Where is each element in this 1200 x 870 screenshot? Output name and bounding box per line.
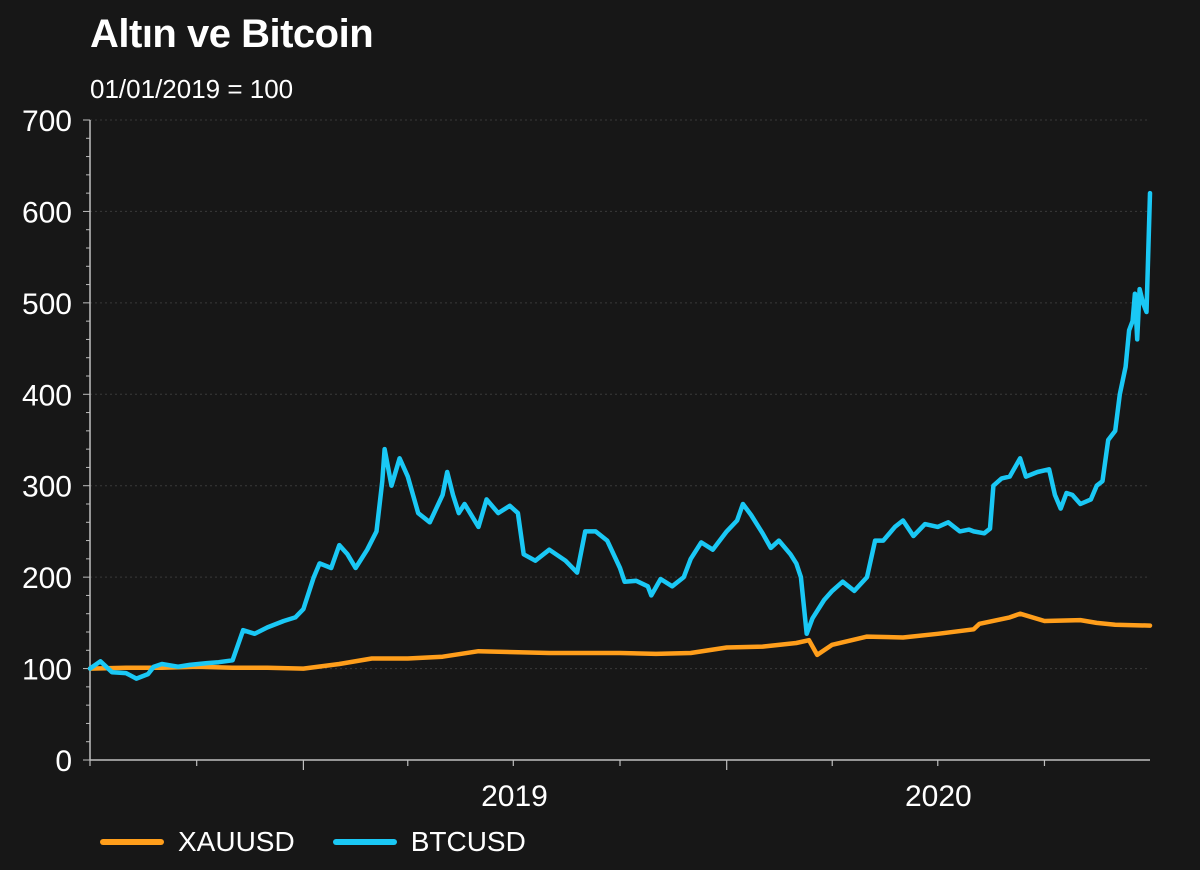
y-tick-label-300: 300	[22, 471, 72, 504]
legend-item-btcusd: BTCUSD	[332, 826, 526, 858]
y-tick-label-0: 0	[55, 745, 72, 778]
legend-swatch-btcusd	[332, 839, 397, 845]
chart-subtitle: 01/01/2019 = 100	[90, 74, 294, 104]
axes: 0 100 200 300 400 500 600 700 2019 2020	[22, 105, 1150, 813]
x-tick-label-2020: 2020	[905, 780, 972, 813]
chart-title: Altın ve Bitcoin	[90, 12, 374, 56]
y-tick-label-100: 100	[22, 654, 72, 687]
series-line-btcusd	[87, 190, 1153, 681]
legend-item-xauusd: XAUUSD	[100, 826, 295, 858]
y-tick-label-200: 200	[22, 562, 72, 595]
legend-label-btcusd: BTCUSD	[410, 826, 526, 857]
legend-swatch-xauusd	[100, 839, 164, 845]
y-tick-label-500: 500	[22, 288, 72, 321]
series-line-xauusd	[87, 611, 1153, 671]
grid-lines	[90, 119, 1150, 670]
y-tick-label-600: 600	[22, 196, 72, 229]
series-lines	[87, 190, 1153, 681]
legend: XAUUSD BTCUSD	[100, 826, 526, 858]
y-tick-label-400: 400	[22, 379, 72, 412]
x-tick-label-2019: 2019	[481, 780, 548, 813]
y-tick-label-700: 700	[22, 105, 72, 138]
legend-label-xauusd: XAUUSD	[178, 826, 295, 857]
